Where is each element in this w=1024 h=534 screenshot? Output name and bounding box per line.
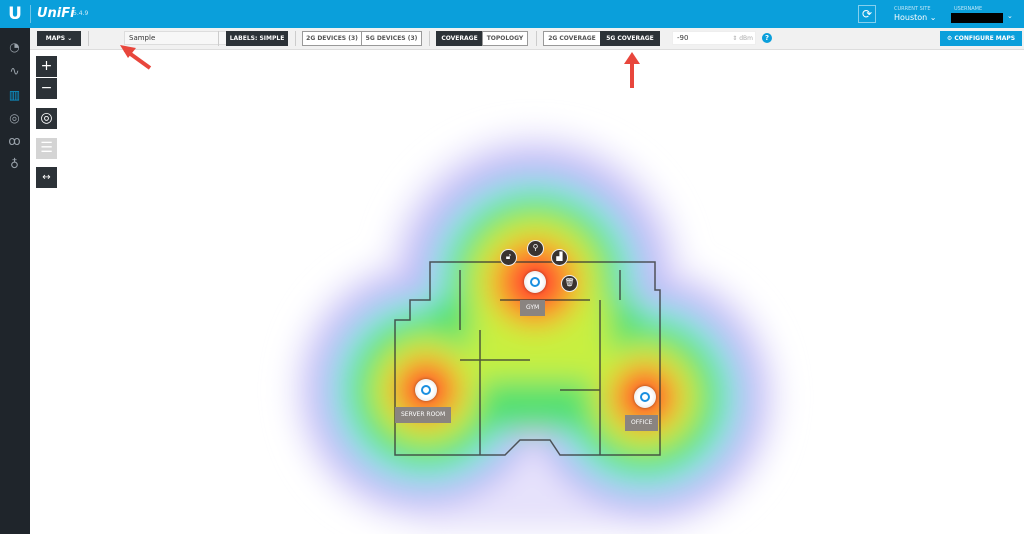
maps-dropdown[interactable]: MAPS ⌄ xyxy=(37,31,81,46)
annotation-arrowhead xyxy=(624,52,640,64)
maps-label: MAPS xyxy=(45,35,66,42)
ap-label[interactable]: GYM xyxy=(520,300,546,316)
threshold-input[interactable]: -90 ⇕ dBm xyxy=(672,31,756,45)
divider xyxy=(88,31,89,46)
configure-maps-button[interactable]: ⚙ CONFIGURE MAPS xyxy=(940,31,1022,46)
list-button[interactable]: ☰ xyxy=(36,138,57,159)
center-button[interactable]: ◎ xyxy=(36,108,57,129)
insights-icon[interactable]: ♁ xyxy=(10,157,19,171)
delete-icon[interactable]: 🗑︎ xyxy=(561,275,578,292)
stats-icon[interactable]: ▟ xyxy=(551,249,568,266)
ap-label[interactable]: SERVER ROOM xyxy=(395,407,452,423)
annotation-arrowhead xyxy=(120,45,136,58)
topology-tab[interactable]: TOPOLOGY xyxy=(482,31,528,46)
brand-name: UniFi xyxy=(37,6,75,21)
configure-label: CONFIGURE MAPS xyxy=(954,35,1016,42)
zoom-out-button[interactable]: − xyxy=(36,78,57,99)
site-value: Houston xyxy=(894,13,928,22)
5g-devices-toggle[interactable]: 5G DEVICES (3) xyxy=(361,31,422,46)
ubiquiti-logo[interactable]: U xyxy=(8,4,22,24)
version: 5.4.9 xyxy=(73,10,89,17)
divider xyxy=(218,31,219,46)
threshold-value: -90 xyxy=(677,34,689,42)
divider xyxy=(295,31,296,46)
zoom-in-button[interactable]: + xyxy=(36,56,57,77)
chevron-down-icon: ⌄ xyxy=(929,13,937,22)
top-bar: U UniFi 5.4.9 ⟳ CURRENT SITE Houston ⌄ U… xyxy=(0,0,1024,28)
5g-coverage-tab[interactable]: 5G COVERAGE xyxy=(600,31,660,46)
chevron-down-icon[interactable]: ⌄ xyxy=(1007,12,1013,20)
fit-width-button[interactable]: ↔ xyxy=(36,167,57,188)
username-redacted[interactable] xyxy=(951,13,1003,23)
access-point-office[interactable] xyxy=(634,386,656,408)
username-label: USERNAME xyxy=(954,6,983,12)
unit: dBm xyxy=(739,35,753,42)
refresh-icon[interactable]: ⟳ xyxy=(858,5,876,23)
help-icon[interactable]: ? xyxy=(762,33,772,43)
dashboard-icon[interactable]: ◔ xyxy=(9,40,20,54)
site-selector[interactable]: Houston ⌄ xyxy=(894,13,937,22)
access-point-gym[interactable] xyxy=(524,271,546,293)
devices-icon[interactable]: ◎ xyxy=(9,111,20,125)
divider xyxy=(429,31,430,46)
divider xyxy=(30,5,31,23)
current-site-label: CURRENT SITE xyxy=(894,6,931,12)
access-point-server-room[interactable] xyxy=(415,379,437,401)
divider xyxy=(536,31,537,46)
map-toolbar: MAPS ⌄ Sample LABELS: SIMPLE 2G DEVICES … xyxy=(30,28,1024,50)
unlock-icon[interactable]: 🔓︎ xyxy=(500,249,517,266)
map-icon[interactable]: ▥ xyxy=(8,88,21,102)
labels-button[interactable]: LABELS: SIMPLE xyxy=(226,31,288,46)
statistics-icon[interactable]: ∿ xyxy=(9,64,20,78)
clients-icon[interactable]: ꝏ xyxy=(8,134,21,148)
unit-label: ⇕ dBm xyxy=(732,35,753,42)
ap-label[interactable]: OFFICE xyxy=(625,415,659,431)
locate-icon[interactable]: ⚲ xyxy=(527,240,544,257)
sidebar: ◔ ∿ ▥ ◎ ꝏ ♁ xyxy=(0,28,30,534)
